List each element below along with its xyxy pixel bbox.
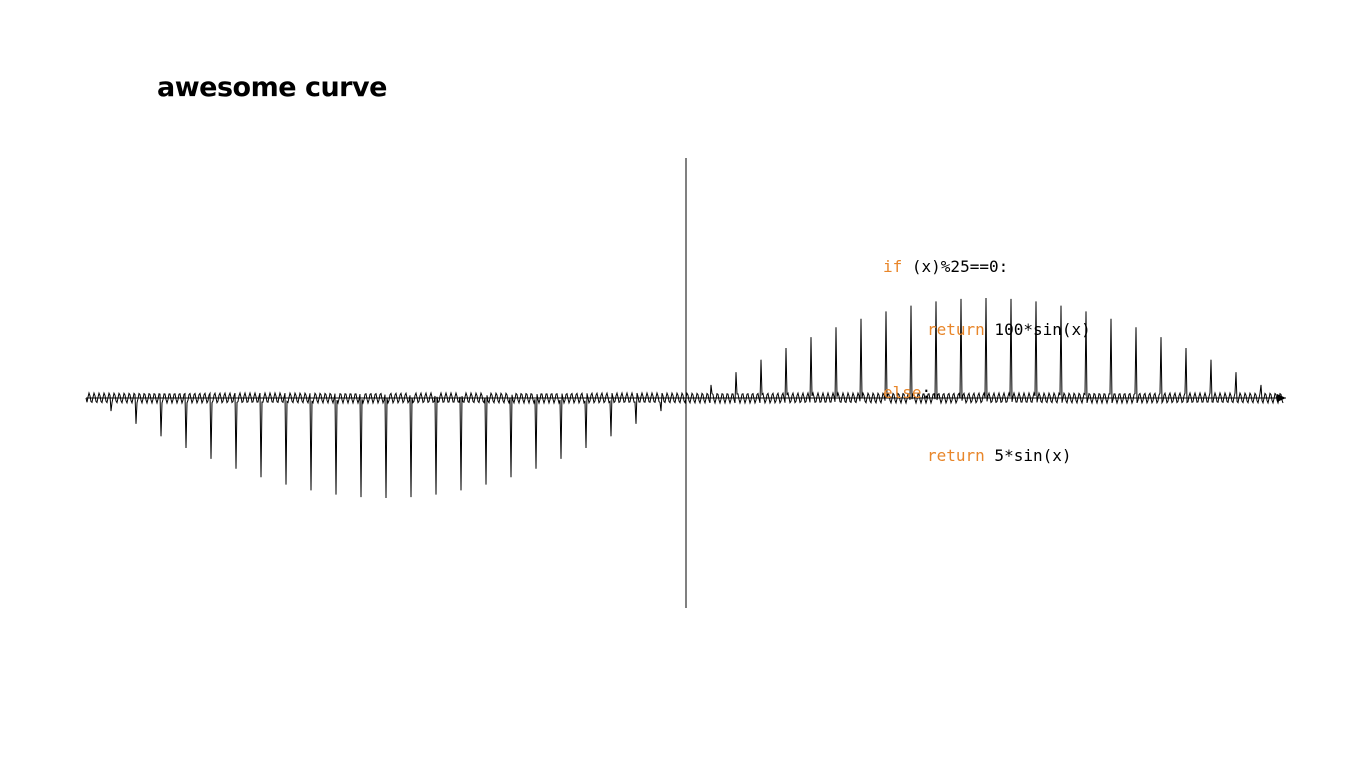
code-text: (x)%25==0:: [902, 257, 1009, 276]
code-line-if: if (x)%25==0:: [883, 256, 1091, 277]
code-text: 100*sin(x): [984, 320, 1091, 339]
code-keyword: return: [927, 320, 985, 339]
series-line: [85, 297, 1284, 499]
code-text: 5*sin(x): [984, 446, 1072, 465]
code-line-else: else:: [883, 382, 1091, 403]
code-keyword: if: [883, 257, 903, 276]
code-keyword: else: [883, 383, 922, 402]
code-text: :: [921, 383, 932, 402]
code-line-return-spike: return 100*sin(x): [883, 319, 1091, 340]
formula-code-block: if (x)%25==0: return 100*sin(x) else: re…: [883, 214, 1091, 487]
chart-title: awesome curve: [157, 72, 387, 103]
code-line-return-base: return 5*sin(x): [883, 445, 1091, 466]
code-keyword: return: [927, 446, 985, 465]
